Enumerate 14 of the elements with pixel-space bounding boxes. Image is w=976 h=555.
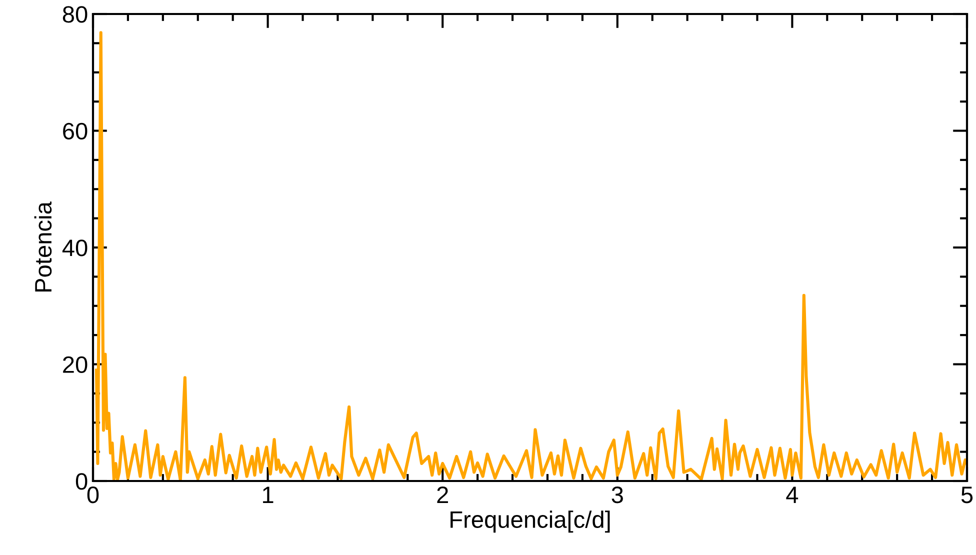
x-tick-label: 5	[961, 486, 973, 504]
x-tick-label: 1	[263, 486, 274, 503]
x-axis-title: Frequencia[c/d]	[450, 510, 610, 533]
y-tick-label: 60	[63, 122, 88, 140]
line-series	[94, 31, 967, 481]
y-tick-label: 80	[62, 6, 88, 23]
x-tick-label: 2	[437, 486, 448, 503]
y-tick-label: 40	[62, 240, 88, 256]
x-tick-label: 0	[87, 486, 99, 504]
y-axis-title: Potencia	[34, 202, 52, 292]
y-tick-label: 20	[63, 356, 88, 374]
x-tick-label: 4	[786, 486, 798, 503]
x-tick-label: 3	[612, 486, 623, 504]
y-tick-label: 0	[76, 473, 88, 490]
